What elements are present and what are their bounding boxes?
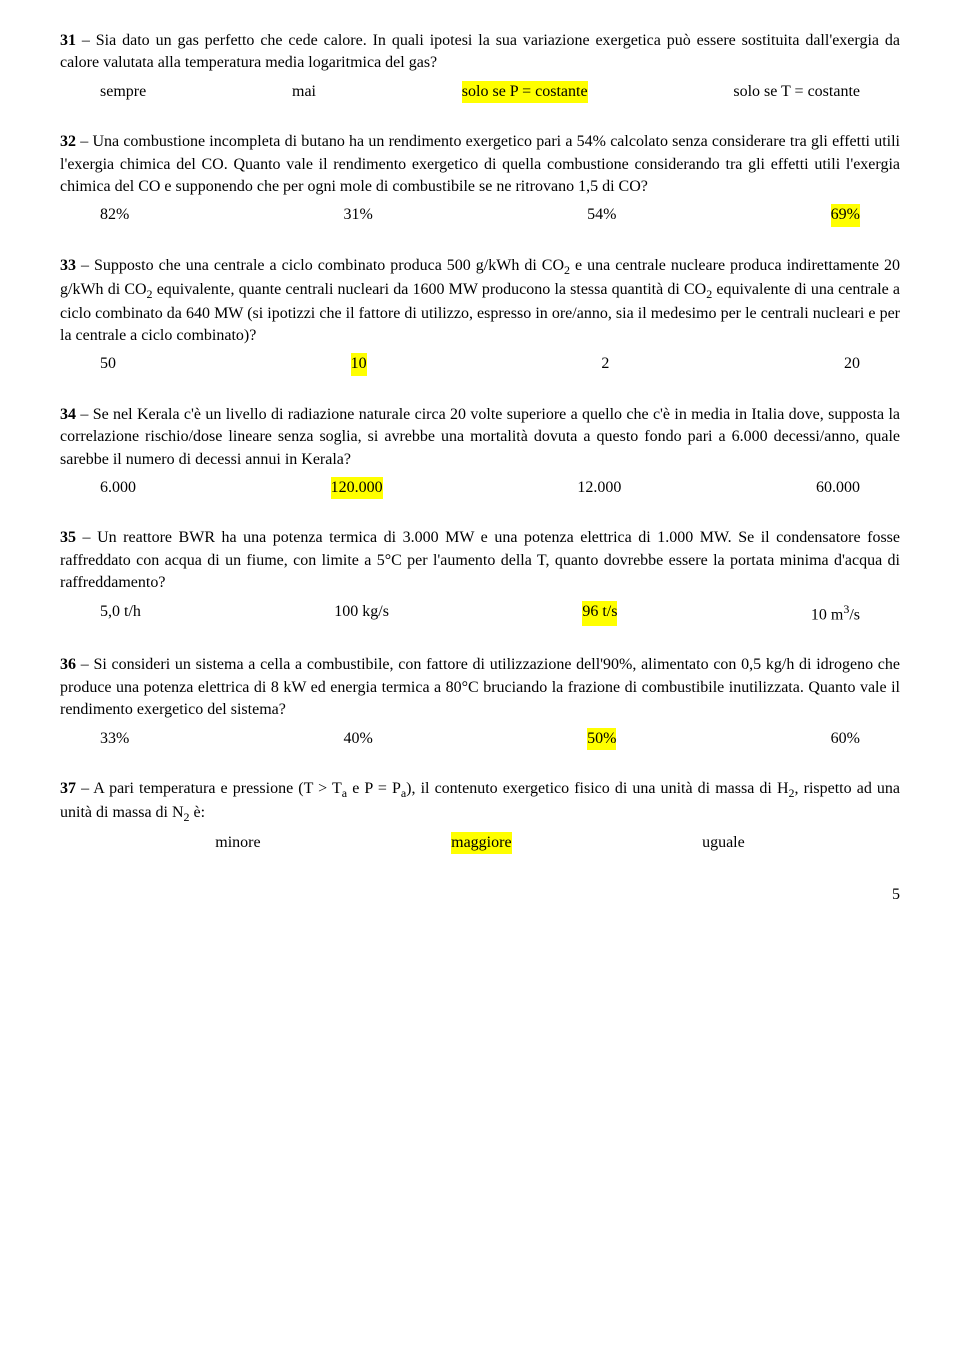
question-32-options: 82% 31% 54% 69%: [60, 204, 900, 226]
q31-opt-d: solo se T = costante: [733, 81, 860, 103]
q36-opt-d: 60%: [831, 728, 860, 750]
question-36-number: 36: [60, 656, 76, 673]
q33-body-mid2: equivalente, quante centrali nucleari da…: [153, 281, 707, 298]
q31-opt-b: mai: [292, 81, 316, 103]
question-34-number: 34: [60, 406, 76, 423]
q31-opt-a: sempre: [100, 81, 146, 103]
q32-opt-d: 69%: [831, 204, 860, 226]
question-31-body: – Sia dato un gas perfetto che cede calo…: [60, 32, 900, 71]
q36-opt-a: 33%: [100, 728, 129, 750]
question-35-number: 35: [60, 529, 76, 546]
q36-opt-b: 40%: [344, 728, 373, 750]
question-35-options: 5,0 t/h 100 kg/s 96 t/s 10 m3/s: [60, 601, 900, 627]
q37-opt-b: maggiore: [451, 832, 511, 854]
question-37-number: 37: [60, 780, 76, 797]
question-32: 32 – Una combustione incompleta di butan…: [60, 131, 900, 227]
question-34: 34 – Se nel Kerala c'è un livello di rad…: [60, 404, 900, 500]
question-35-body: – Un reattore BWR ha una potenza termica…: [60, 529, 900, 591]
question-36-text: 36 – Si consideri un sistema a cella a c…: [60, 654, 900, 721]
question-33-number: 33: [60, 257, 76, 274]
q32-opt-a: 82%: [100, 204, 129, 226]
page-number: 5: [60, 884, 900, 906]
q32-opt-c: 54%: [587, 204, 616, 226]
question-34-body: – Se nel Kerala c'è un livello di radiaz…: [60, 406, 900, 468]
question-34-options: 6.000 120.000 12.000 60.000: [60, 477, 900, 499]
question-31-text: 31 – Sia dato un gas perfetto che cede c…: [60, 30, 900, 75]
q35-opt-d-post: /s: [849, 606, 860, 623]
q35-opt-d-pre: 10 m: [811, 606, 843, 623]
question-33-options: 50 10 2 20: [60, 353, 900, 375]
question-36-body: – Si consideri un sistema a cella a comb…: [60, 656, 900, 718]
question-31-number: 31: [60, 32, 76, 49]
q34-opt-a: 6.000: [100, 477, 136, 499]
question-36: 36 – Si consideri un sistema a cella a c…: [60, 654, 900, 750]
question-32-text: 32 – Una combustione incompleta di butan…: [60, 131, 900, 198]
q37-body-pre: – A pari temperatura e pressione (T > T: [76, 780, 342, 797]
question-33-text: 33 – Supposto che una centrale a ciclo c…: [60, 255, 900, 348]
q37-opt-c: uguale: [702, 832, 745, 854]
q37-body-mid1: e P = P: [347, 780, 401, 797]
q34-opt-d: 60.000: [816, 477, 860, 499]
q37-opt-a: minore: [215, 832, 260, 854]
q34-opt-c: 12.000: [577, 477, 621, 499]
q33-opt-c: 2: [601, 353, 609, 375]
q35-opt-a: 5,0 t/h: [100, 601, 141, 627]
question-33: 33 – Supposto che una centrale a ciclo c…: [60, 255, 900, 376]
q36-opt-c: 50%: [587, 728, 616, 750]
question-31: 31 – Sia dato un gas perfetto che cede c…: [60, 30, 900, 103]
q33-opt-a: 50: [100, 353, 116, 375]
q34-opt-b: 120.000: [331, 477, 383, 499]
q31-opt-c: solo se P = costante: [462, 81, 588, 103]
q32-opt-b: 31%: [344, 204, 373, 226]
question-31-options: sempre mai solo se P = costante solo se …: [60, 81, 900, 103]
q35-opt-c: 96 t/s: [582, 601, 617, 627]
question-32-body: – Una combustione incompleta di butano h…: [60, 133, 900, 195]
q33-opt-d: 20: [844, 353, 860, 375]
q37-body-mid2: ), il contenuto exergetico fisico di una…: [406, 780, 788, 797]
q35-opt-b: 100 kg/s: [334, 601, 389, 627]
q35-opt-d: 10 m3/s: [811, 601, 860, 627]
question-37-text: 37 – A pari temperatura e pressione (T >…: [60, 778, 900, 826]
question-35: 35 – Un reattore BWR ha una potenza term…: [60, 527, 900, 626]
question-32-number: 32: [60, 133, 76, 150]
q33-body-pre: – Supposto che una centrale a ciclo comb…: [76, 257, 564, 274]
question-34-text: 34 – Se nel Kerala c'è un livello di rad…: [60, 404, 900, 471]
q33-opt-b: 10: [351, 353, 367, 375]
question-37-options: minore maggiore uguale: [60, 832, 900, 854]
question-37: 37 – A pari temperatura e pressione (T >…: [60, 778, 900, 854]
question-36-options: 33% 40% 50% 60%: [60, 728, 900, 750]
question-35-text: 35 – Un reattore BWR ha una potenza term…: [60, 527, 900, 594]
q37-body-post: è:: [190, 804, 206, 821]
